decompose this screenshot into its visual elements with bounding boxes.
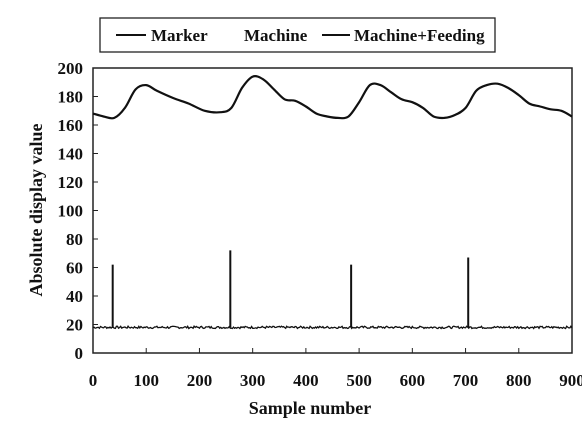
x-axis-label: Sample number [249, 398, 372, 418]
y-tick-label: 60 [66, 259, 83, 278]
plot-frame [93, 68, 572, 353]
y-tick-label: 80 [66, 230, 83, 249]
y-tick-label: 100 [58, 202, 84, 221]
series-machine-feeding-line [93, 76, 572, 118]
legend-label-marker: Marker [151, 26, 208, 45]
y-tick-label: 20 [66, 316, 83, 335]
y-tick-label: 180 [58, 88, 84, 107]
series-layer [93, 76, 572, 328]
legend-label-machine: Machine [244, 26, 308, 45]
y-tick-label: 160 [58, 116, 84, 135]
x-tick-label: 900 [559, 371, 582, 390]
x-tick-label: 400 [293, 371, 319, 390]
y-tick-label: 140 [58, 145, 84, 164]
x-tick-label: 800 [506, 371, 532, 390]
series-machine-line [93, 326, 572, 328]
y-tick-label: 120 [58, 173, 84, 192]
x-tick-label: 700 [453, 371, 479, 390]
y-tick-label: 0 [75, 344, 84, 363]
y-tick-label: 200 [58, 59, 84, 78]
x-tick-label: 200 [187, 371, 213, 390]
x-tick-label: 600 [400, 371, 426, 390]
x-tick-label: 100 [133, 371, 159, 390]
legend-label-machine-feeding: Machine+Feeding [354, 26, 485, 45]
y-tick-label: 40 [66, 287, 83, 306]
legend: Marker Machine Machine+Feeding [100, 18, 495, 52]
axis-ticks: 0 20 40 60 80 100 120 140 160 180 200 0 100 200 300 400… [58, 59, 582, 390]
y-axis-label: Absolute display value [26, 123, 46, 296]
x-tick-label: 0 [89, 371, 98, 390]
x-tick-label: 500 [346, 371, 372, 390]
x-tick-label: 300 [240, 371, 266, 390]
